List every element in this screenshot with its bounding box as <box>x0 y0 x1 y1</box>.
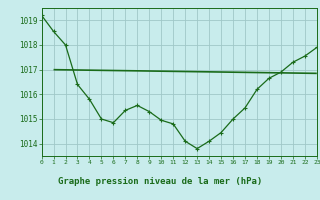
Text: Graphe pression niveau de la mer (hPa): Graphe pression niveau de la mer (hPa) <box>58 178 262 186</box>
